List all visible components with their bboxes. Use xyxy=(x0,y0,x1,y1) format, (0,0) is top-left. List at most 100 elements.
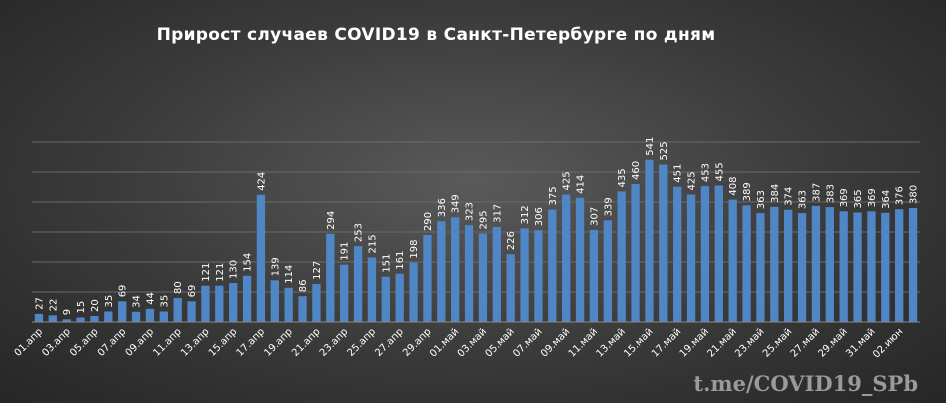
x-tick-label-6: 13.апр xyxy=(179,326,211,358)
data-label-44: 541 xyxy=(645,137,656,156)
bar-59 xyxy=(853,212,862,322)
bar-6 xyxy=(118,301,127,322)
bar-37 xyxy=(548,209,557,322)
data-label-28: 290 xyxy=(423,212,434,231)
x-tick-labels: 01.апр03.апр05.апр07.апр09.апр11.апр13.а… xyxy=(13,326,906,360)
bar-47 xyxy=(686,194,696,322)
data-label-18: 114 xyxy=(284,265,295,284)
data-label-59: 365 xyxy=(853,189,864,208)
data-label-52: 363 xyxy=(756,190,767,209)
bars xyxy=(34,159,918,322)
bar-5 xyxy=(104,311,113,322)
data-label-49: 455 xyxy=(714,162,725,181)
data-label-14: 130 xyxy=(229,260,240,279)
bar-19 xyxy=(298,296,307,322)
data-label-21: 294 xyxy=(326,211,337,230)
data-label-61: 364 xyxy=(881,190,892,209)
bar-36 xyxy=(534,230,543,322)
data-label-58: 369 xyxy=(839,188,850,207)
data-label-9: 35 xyxy=(159,295,170,308)
data-label-41: 339 xyxy=(603,197,614,216)
data-label-0: 27 xyxy=(34,297,45,310)
bar-13 xyxy=(215,285,224,322)
bar-45 xyxy=(659,164,668,322)
data-label-3: 15 xyxy=(76,301,87,314)
data-label-15: 154 xyxy=(243,253,254,272)
x-tick-label-17: 05.май xyxy=(484,326,517,359)
data-label-43: 460 xyxy=(631,161,642,180)
data-label-48: 453 xyxy=(700,163,711,182)
x-tick-label-21: 13.май xyxy=(595,326,628,359)
x-tick-label-12: 25.апр xyxy=(346,326,378,358)
data-label-53: 384 xyxy=(770,184,781,203)
data-label-5: 35 xyxy=(104,295,115,308)
bar-22 xyxy=(340,264,349,322)
bar-10 xyxy=(173,298,182,322)
bar-35 xyxy=(520,228,529,322)
data-label-36: 306 xyxy=(534,207,545,226)
x-tick-label-0: 01.апр xyxy=(13,326,45,358)
bar-60 xyxy=(867,211,876,322)
bar-58 xyxy=(839,211,848,322)
data-label-20: 127 xyxy=(312,261,323,280)
x-tick-label-3: 07.апр xyxy=(96,326,128,358)
chart-title: Прирост случаев COVID19 в Санкт-Петербур… xyxy=(157,25,716,45)
bar-12 xyxy=(201,285,210,322)
data-label-30: 349 xyxy=(451,194,462,213)
data-label-55: 363 xyxy=(798,190,809,209)
bar-40 xyxy=(589,229,599,322)
data-label-45: 525 xyxy=(659,141,670,160)
data-label-35: 312 xyxy=(520,205,531,224)
data-label-8: 44 xyxy=(145,292,156,305)
bar-18 xyxy=(284,287,293,322)
x-tick-label-10: 21.апр xyxy=(290,326,322,358)
bar-31 xyxy=(464,225,474,322)
x-tick-label-27: 25.май xyxy=(761,326,794,359)
x-tick-label-14: 29.апр xyxy=(401,326,433,358)
data-label-6: 69 xyxy=(118,285,129,298)
bar-24 xyxy=(367,257,377,322)
data-label-38: 425 xyxy=(562,171,573,190)
data-label-56: 387 xyxy=(811,183,822,202)
x-tick-label-25: 21.май xyxy=(706,326,739,359)
data-label-54: 374 xyxy=(784,187,795,206)
bar-44 xyxy=(645,159,654,322)
bar-55 xyxy=(797,213,807,322)
data-label-24: 215 xyxy=(367,234,378,253)
data-label-2: 9 xyxy=(62,309,73,315)
x-tick-label-2: 05.апр xyxy=(68,326,100,358)
x-tick-label-16: 03.май xyxy=(456,326,489,359)
bar-42 xyxy=(617,191,626,322)
data-label-19: 86 xyxy=(298,279,309,292)
bar-39 xyxy=(575,197,585,322)
data-label-11: 69 xyxy=(187,285,198,298)
data-label-7: 34 xyxy=(132,295,143,308)
data-label-25: 151 xyxy=(381,254,392,273)
bar-51 xyxy=(742,205,751,322)
data-label-40: 307 xyxy=(589,207,600,226)
data-label-63: 380 xyxy=(909,185,920,204)
bar-21 xyxy=(326,233,335,322)
x-tick-label-9: 19.апр xyxy=(262,326,294,358)
bar-15 xyxy=(242,275,252,322)
data-label-34: 226 xyxy=(506,231,517,250)
bar-49 xyxy=(714,185,723,322)
data-label-37: 375 xyxy=(548,186,559,205)
x-tick-label-15: 01.май xyxy=(428,326,461,359)
bar-25 xyxy=(381,276,390,322)
data-label-4: 20 xyxy=(90,299,101,312)
watermark-text: t.me/COVID19_SPb xyxy=(693,371,918,396)
data-label-33: 317 xyxy=(492,204,503,223)
x-tick-label-11: 23.апр xyxy=(318,326,350,358)
x-tick-label-22: 15.май xyxy=(622,326,655,359)
bar-53 xyxy=(770,206,779,322)
bar-0 xyxy=(34,313,44,322)
x-tick-label-18: 07.май xyxy=(511,326,544,359)
bar-3 xyxy=(76,317,85,322)
x-tick-label-28: 27.май xyxy=(789,326,822,359)
bar-1 xyxy=(48,315,57,322)
x-tick-label-19: 09.май xyxy=(539,326,572,359)
bar-62 xyxy=(895,209,904,322)
